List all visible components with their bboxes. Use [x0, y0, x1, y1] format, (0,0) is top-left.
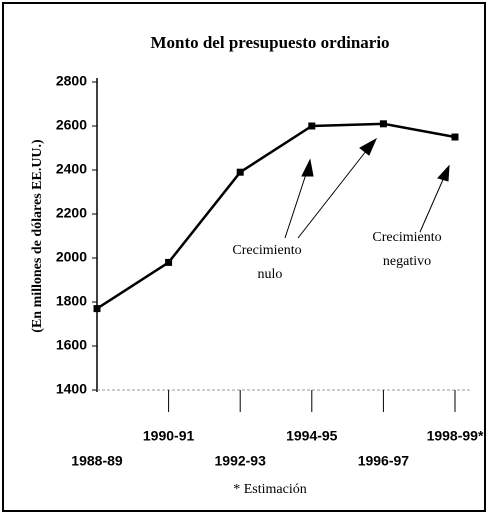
marker: [93, 305, 101, 313]
y-axis-label: (En millones de dólares EE.UU.): [30, 139, 45, 333]
y-tick-label: 1400: [56, 381, 87, 397]
annotation: negativo: [383, 254, 431, 269]
y-tick-label: 2200: [56, 205, 87, 221]
y-tick-label: 2800: [56, 73, 87, 89]
footnote: * Estimación: [233, 482, 307, 497]
chart-title: Monto del presupuesto ordinario: [150, 33, 389, 52]
y-tick-label: 1800: [56, 293, 87, 309]
x-tick-label: 1990-91: [143, 428, 195, 444]
y-tick-label: 2000: [56, 249, 87, 265]
x-tick-label: 1988-89: [71, 453, 123, 469]
marker: [308, 122, 316, 130]
marker: [165, 258, 173, 266]
marker: [236, 168, 244, 176]
x-tick-label: 1994-95: [286, 428, 338, 444]
marker: [451, 133, 459, 141]
annotation: Crecimiento: [232, 243, 301, 258]
x-tick-label: 1992-93: [215, 453, 267, 469]
x-tick-label: 1996-97: [358, 453, 410, 469]
annotation: nulo: [258, 267, 283, 282]
y-tick-label: 1600: [56, 337, 87, 353]
x-tick-label: 1998-99*: [427, 428, 484, 444]
y-tick-label: 2600: [56, 117, 87, 133]
y-tick-label: 2400: [56, 161, 87, 177]
marker: [379, 120, 387, 128]
annotation: Crecimiento: [372, 230, 441, 245]
line: [96, 122, 456, 310]
arrows: [284, 137, 450, 239]
